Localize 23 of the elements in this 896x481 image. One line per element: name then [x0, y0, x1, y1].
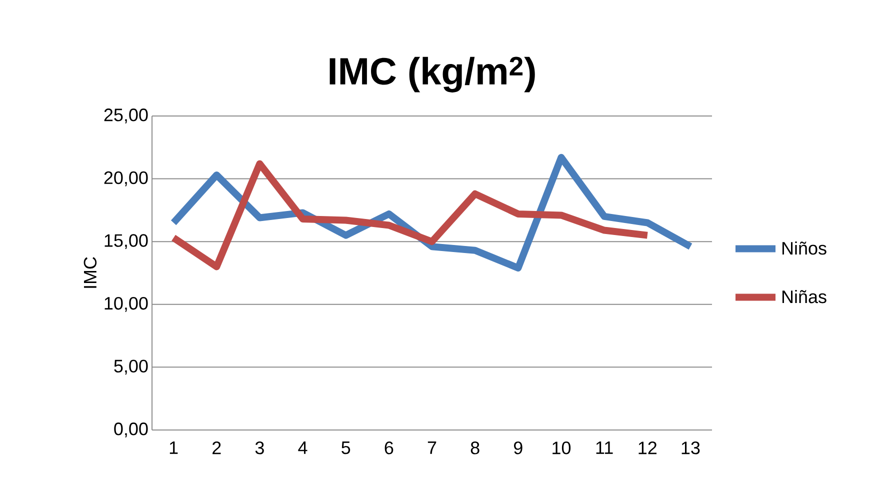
y-axis-title: IMC	[84, 257, 97, 288]
x-tick-label: 8	[470, 442, 480, 454]
legend-label: Niñas	[782, 290, 826, 304]
y-tick-label: 0,00	[114, 422, 148, 438]
chart-title: IMC (kg/m$^{2}$)	[330, 56, 535, 92]
x-tick-label: 10	[552, 442, 571, 454]
y-tick-label: 10,00	[104, 296, 148, 312]
x-tick-label: 13	[682, 442, 700, 454]
y-tick-label: 20,00	[104, 171, 148, 186]
x-tick-label: 5	[342, 442, 350, 454]
x-tick-label: 6	[384, 442, 394, 454]
x-tick-label: 3	[255, 442, 264, 454]
x-tick-label: 7	[428, 442, 436, 454]
y-tick-label: 15,00	[104, 234, 148, 250]
y-tick-label: 25,00	[104, 108, 148, 124]
x-tick-label: 4	[298, 442, 308, 454]
x-tick-label: 12	[638, 442, 656, 454]
y-tick-label: 5,00	[114, 360, 148, 375]
legend-label: Niños	[782, 241, 826, 255]
x-tick-label: 2	[212, 442, 221, 454]
x-tick-label: 11	[596, 442, 613, 454]
x-tick-label: 1	[170, 442, 178, 454]
x-tick-label: 9	[514, 442, 522, 454]
